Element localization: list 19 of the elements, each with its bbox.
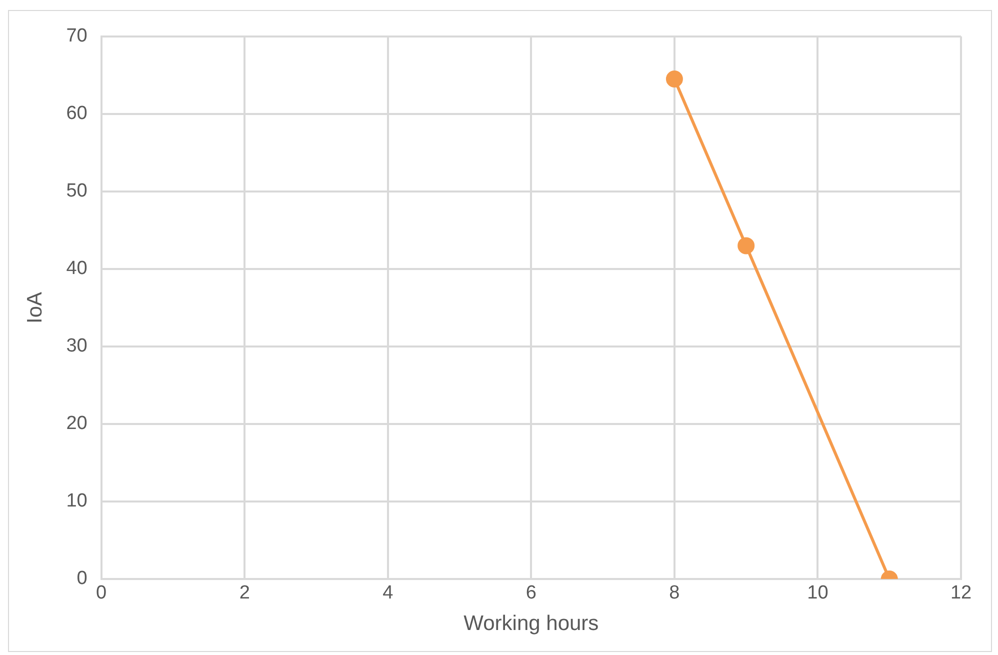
x-tick-label: 10: [807, 582, 828, 604]
x-tick-label: 6: [526, 582, 536, 604]
y-axis-title: IoA: [23, 292, 46, 324]
x-axis-title: Working hours: [464, 612, 599, 636]
point: [738, 237, 755, 254]
x-tick-label: 12: [950, 582, 972, 604]
x-tick-label: 0: [96, 582, 107, 604]
y-tick-label: 0: [76, 568, 88, 590]
y-tick-label: 50: [66, 180, 88, 202]
x-tick-label: 2: [239, 582, 250, 604]
y-tick-label: 60: [66, 103, 88, 124]
point: [666, 70, 683, 88]
y-tick-label: 30: [66, 336, 88, 357]
y-tick-label: 10: [66, 490, 88, 512]
x-tick-label: 8: [669, 582, 680, 604]
x-tick-label: 4: [382, 582, 394, 604]
y-tick-label: 70: [66, 26, 88, 47]
y-tick-label: 20: [66, 413, 88, 434]
y-tick-label: 40: [66, 258, 88, 280]
